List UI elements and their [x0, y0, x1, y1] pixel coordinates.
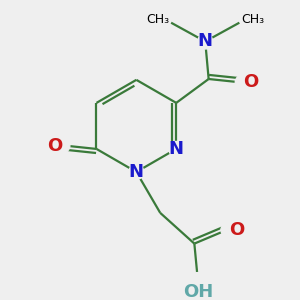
Circle shape	[169, 141, 184, 156]
Text: O: O	[243, 74, 258, 92]
Circle shape	[198, 34, 213, 49]
Circle shape	[129, 164, 144, 179]
Text: CH₃: CH₃	[242, 14, 265, 26]
Text: CH₃: CH₃	[146, 14, 169, 26]
Text: N: N	[198, 32, 213, 50]
Text: O: O	[47, 136, 62, 154]
Circle shape	[55, 138, 70, 153]
Circle shape	[235, 75, 250, 90]
Circle shape	[189, 273, 206, 290]
Text: O: O	[229, 221, 244, 239]
Circle shape	[221, 223, 236, 238]
Text: OH: OH	[183, 284, 213, 300]
Text: N: N	[129, 163, 144, 181]
Text: N: N	[169, 140, 184, 158]
